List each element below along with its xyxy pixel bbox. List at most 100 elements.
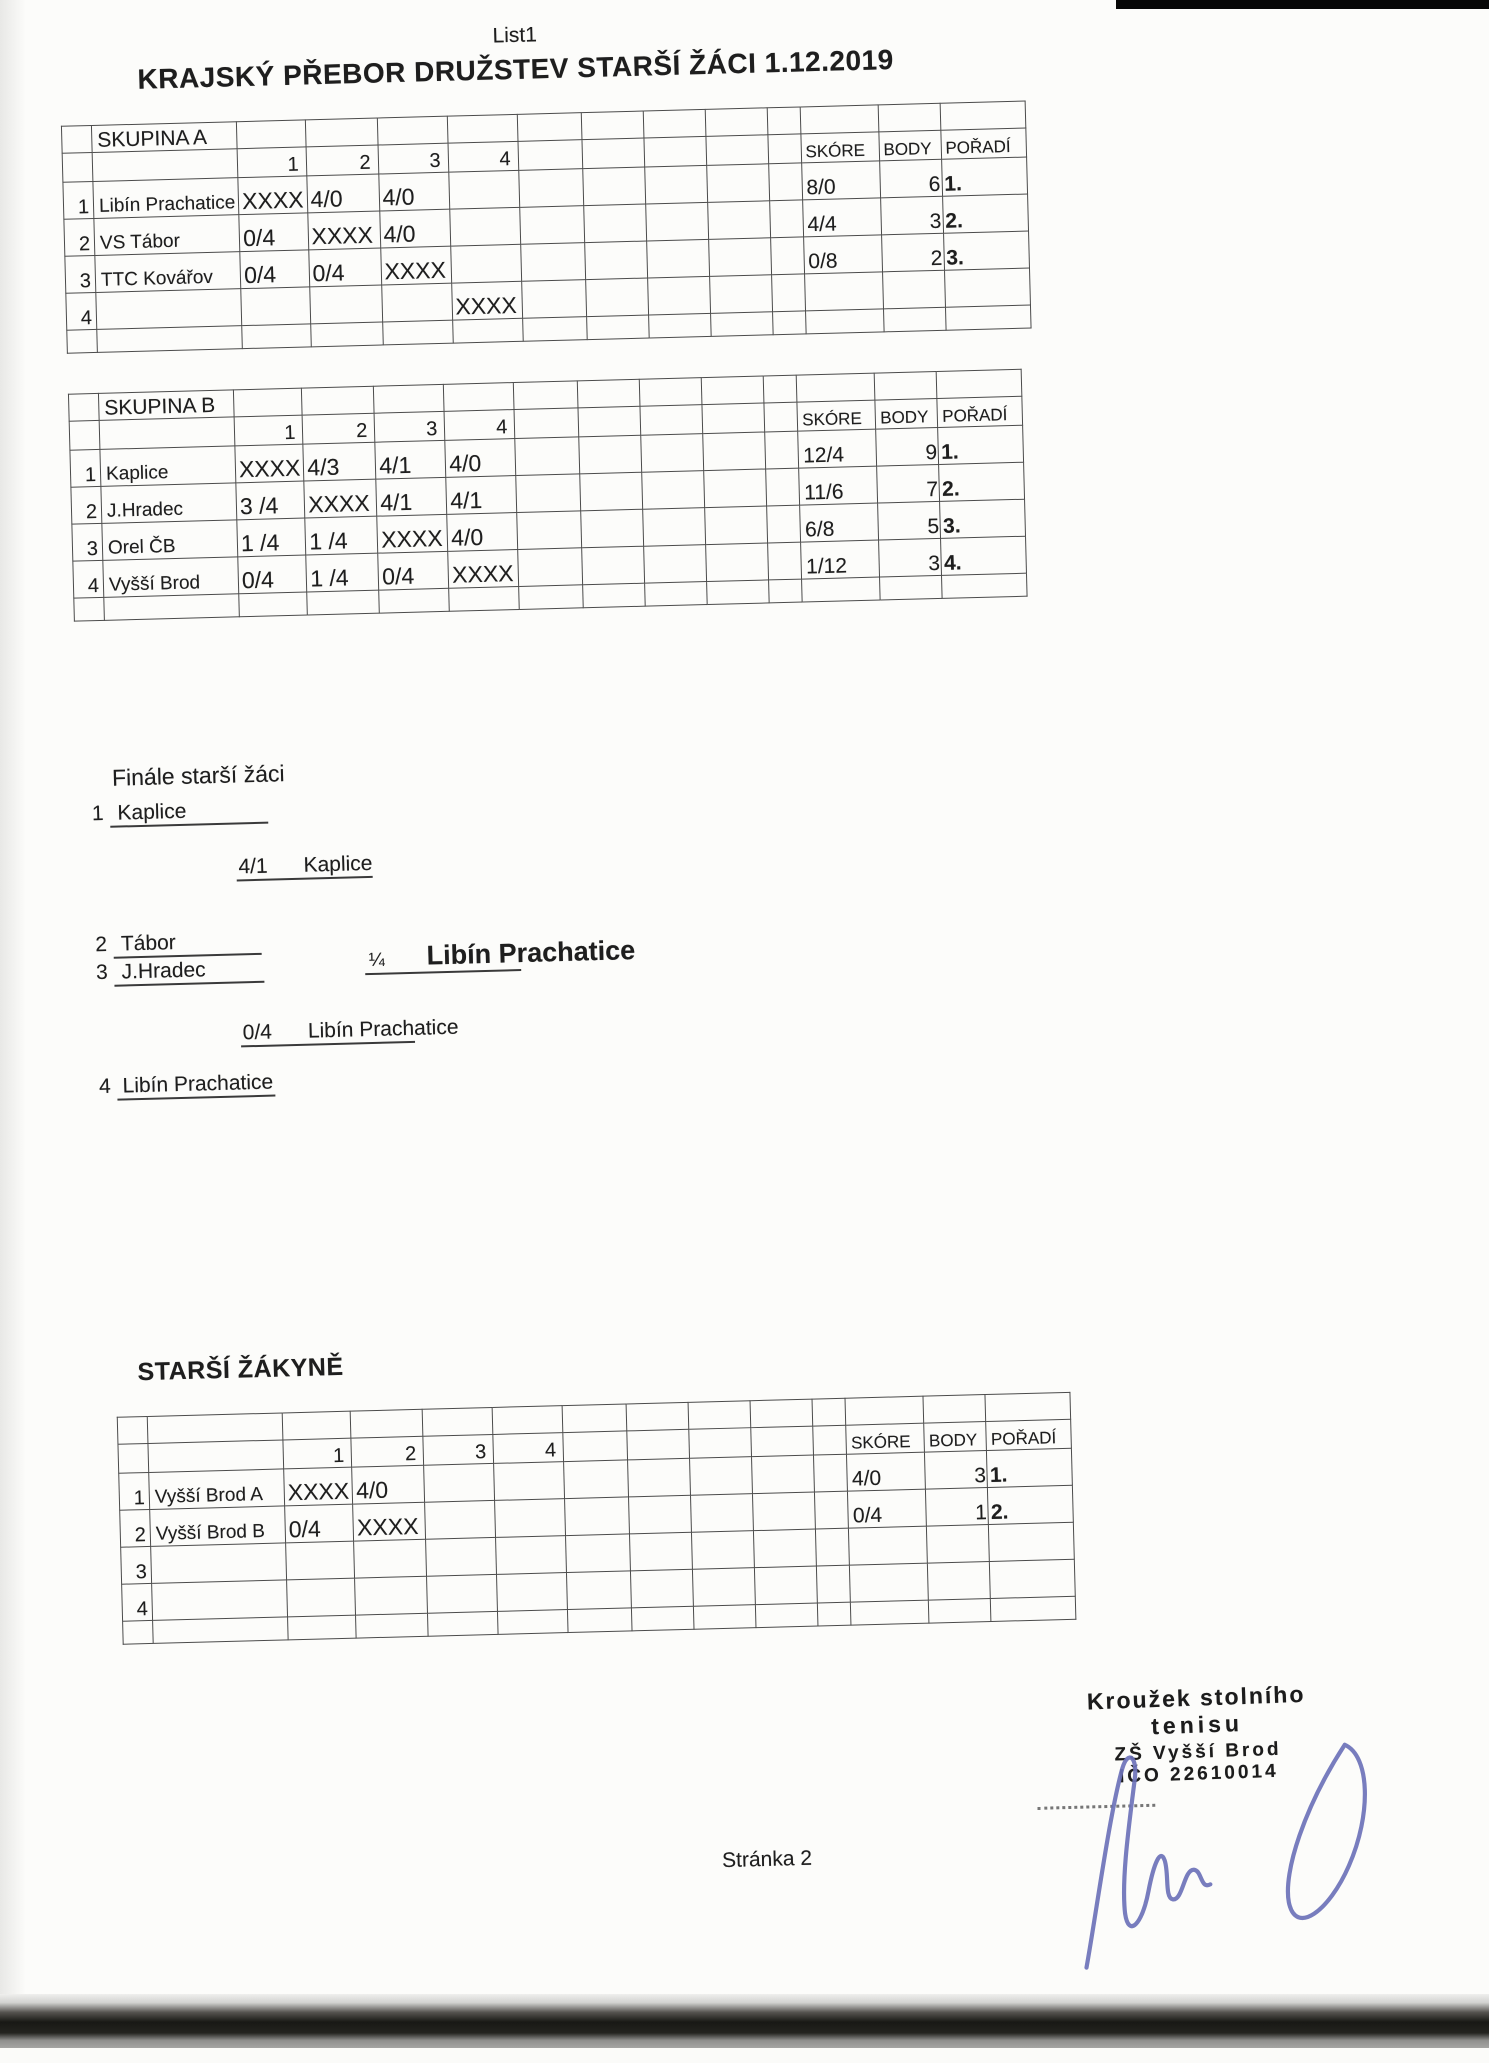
cell-empty [61, 126, 92, 154]
cell-empty [641, 434, 704, 473]
cell-match-result [449, 207, 520, 246]
match-score: 4/1 [238, 855, 268, 879]
cell-rank: 2. [988, 1485, 1074, 1524]
cell-empty [767, 505, 801, 543]
col-header-2: 2 [302, 413, 375, 444]
cell-score: 0/4 [848, 1489, 927, 1528]
seed-number: 4 [99, 1075, 111, 1098]
cell-empty [694, 1605, 757, 1630]
cell-empty [845, 1396, 924, 1425]
col-header-score: SKÓRE [801, 132, 880, 163]
cell-empty [628, 1458, 691, 1497]
cell-empty [92, 149, 238, 182]
col-header-rank: POŘADÍ [986, 1419, 1072, 1450]
cell-score: 4/0 [847, 1452, 926, 1491]
cell-empty [583, 204, 646, 243]
cell-empty [705, 506, 768, 545]
cell-match-result [286, 1541, 355, 1580]
cell-empty [692, 1531, 755, 1570]
cell-points: 3 [879, 538, 942, 577]
cell-empty [802, 577, 881, 602]
cell-team-name: TTC Kovářov [95, 252, 241, 293]
cell-empty [690, 1457, 753, 1496]
cell-points [928, 1561, 991, 1600]
cell-empty [646, 239, 709, 278]
cell-empty [816, 1528, 850, 1566]
cell-match-result [287, 1578, 356, 1617]
cell-empty [356, 1613, 429, 1638]
cell-empty [563, 1431, 628, 1462]
cell-team-name: J.Hradec [101, 483, 237, 524]
cell-empty [423, 1407, 494, 1436]
cell-match-result [497, 1573, 568, 1612]
group-a-label: SKUPINA A [91, 122, 237, 153]
cell-empty [493, 1406, 564, 1435]
cell-empty [706, 135, 769, 166]
cell-empty [153, 1617, 289, 1644]
cell-empty [814, 1454, 848, 1492]
cell-empty [519, 585, 584, 610]
cell-empty [582, 138, 645, 169]
cell-empty [374, 384, 445, 413]
cell-match-result: 0/4 [238, 555, 307, 594]
match-score: ¼ [369, 950, 385, 971]
cell-team-name: Orel ČB [102, 520, 238, 561]
cell-empty [629, 1495, 692, 1534]
table-group-a: SKUPINA A 1 2 3 4 SKÓRE BODY POŘADÍ 1 Li… [61, 101, 1031, 354]
col-header-1: 1 [234, 415, 303, 446]
col-header-4: 4 [448, 141, 519, 172]
col-header-1: 1 [283, 1438, 352, 1469]
seed-number: 3 [96, 961, 108, 984]
cell-empty [117, 1416, 148, 1444]
cell-empty [632, 1606, 695, 1631]
cell-team-name [151, 1543, 287, 1584]
cell-empty [923, 1395, 986, 1424]
cell-empty [580, 472, 643, 511]
cell-empty [709, 275, 772, 314]
col-header-3: 3 [378, 143, 449, 174]
cell-row-number: 2 [120, 1509, 151, 1547]
cell-match-result: 4/1 [376, 477, 447, 516]
cell-empty [815, 1491, 849, 1529]
cell-match-result: XXXX [448, 549, 519, 588]
cell-team-name: Libín Prachatice [93, 178, 239, 219]
cell-empty [764, 375, 798, 403]
cell-empty [805, 309, 884, 334]
cell-points: 9 [876, 427, 939, 466]
cell-match-result [309, 285, 382, 324]
cell-empty [642, 471, 705, 510]
cell-row-number: 1 [70, 449, 101, 487]
cell-team-name: Vyšší Brod [103, 557, 239, 598]
cell-match-result: XXXX [377, 514, 448, 553]
cell-row-number: 3 [72, 523, 103, 561]
col-header-3: 3 [374, 411, 445, 442]
cell-empty [237, 120, 306, 149]
cell-match-result [495, 1499, 566, 1538]
cell-match-result: 1 /4 [305, 516, 378, 555]
cell-match-result: 0/4 [285, 1504, 354, 1543]
cell-match-result: 4/1 [375, 440, 446, 479]
cell-empty [104, 594, 240, 621]
cell-empty [565, 1497, 630, 1536]
cell-empty [643, 508, 706, 547]
cell-empty [521, 280, 586, 319]
cell-match-result: 1 /4 [237, 518, 306, 557]
cell-empty [305, 118, 378, 147]
cell-row-number: 2 [71, 486, 102, 524]
cell-empty [643, 109, 706, 138]
cell-empty [800, 105, 879, 134]
cell-empty [452, 318, 523, 343]
cell-row-number: 3 [121, 1546, 152, 1584]
cell-points: 3 [880, 196, 943, 235]
cell-empty [689, 1428, 752, 1459]
cell-empty [582, 167, 645, 206]
cell-empty [769, 579, 803, 603]
cell-empty [645, 582, 708, 607]
cell-match-result: 4/0 [447, 513, 518, 552]
cell-empty [584, 241, 647, 280]
cell-empty [706, 543, 769, 582]
cell-match-result: 0/4 [308, 248, 381, 287]
cell-match-result [355, 1576, 428, 1615]
cell-empty [626, 1402, 689, 1431]
